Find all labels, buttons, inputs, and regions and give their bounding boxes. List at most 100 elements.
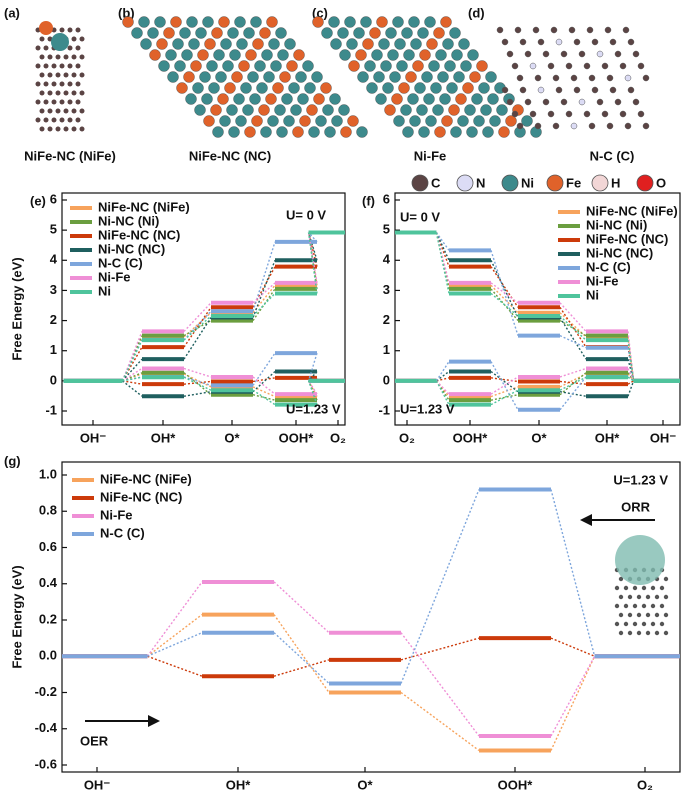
atom xyxy=(400,104,412,116)
atom xyxy=(149,49,161,61)
atom xyxy=(277,49,289,61)
atom xyxy=(565,62,573,70)
atom-legend-swatch xyxy=(501,174,519,192)
connector xyxy=(252,288,276,321)
atom-legend-label: C xyxy=(431,175,441,190)
connector xyxy=(435,232,450,261)
connector xyxy=(308,380,318,395)
atom xyxy=(170,16,182,28)
atom xyxy=(529,110,537,118)
atom xyxy=(43,63,49,69)
atom xyxy=(421,71,433,83)
annotation: ORR xyxy=(621,499,651,514)
atom xyxy=(435,49,447,61)
x-tick-label: OH⁻ xyxy=(80,430,107,445)
atom xyxy=(642,122,650,130)
atom xyxy=(619,110,627,118)
atom xyxy=(542,98,550,106)
atom xyxy=(632,98,640,106)
atom xyxy=(284,38,296,50)
connector xyxy=(436,377,450,382)
atom xyxy=(35,117,41,123)
atom xyxy=(480,104,492,116)
atom xyxy=(439,93,451,105)
connector xyxy=(273,614,330,693)
atom xyxy=(265,93,277,105)
connector xyxy=(490,370,519,393)
atom xyxy=(163,27,175,39)
connector xyxy=(252,260,276,318)
atom xyxy=(156,38,168,50)
atom xyxy=(650,621,656,627)
atom xyxy=(39,54,45,60)
atom xyxy=(254,60,266,72)
atom xyxy=(382,82,394,94)
atom xyxy=(39,36,45,42)
atom xyxy=(79,126,85,132)
atom xyxy=(466,126,478,138)
atom xyxy=(158,60,170,72)
atom xyxy=(295,71,307,83)
y-tick-label: 3 xyxy=(383,282,390,297)
atom xyxy=(573,38,581,46)
atom xyxy=(496,26,504,34)
atom xyxy=(59,117,65,123)
atom xyxy=(601,62,609,70)
atom xyxy=(308,126,320,138)
atom xyxy=(217,93,229,105)
atom xyxy=(63,90,69,96)
atom xyxy=(537,86,545,94)
atom xyxy=(176,82,188,94)
legend-label: NiFe-NC (NC) xyxy=(586,231,668,246)
atom xyxy=(426,38,438,50)
connector xyxy=(559,376,587,411)
y-tick-label: 0.6 xyxy=(39,539,57,554)
atom xyxy=(362,38,374,50)
atom xyxy=(39,108,45,114)
connector xyxy=(435,232,450,284)
y-tick-label: 0.8 xyxy=(39,503,57,518)
y-tick-label: 0.0 xyxy=(39,648,57,663)
atom xyxy=(63,54,69,60)
atom xyxy=(244,126,256,138)
connector xyxy=(121,331,143,382)
annotation: U=1.23 V xyxy=(400,401,455,416)
x-tick-label: O₂ xyxy=(637,777,653,792)
atom xyxy=(403,49,415,61)
atom xyxy=(47,72,53,78)
atom xyxy=(623,621,629,627)
legend-label: N-C (C) xyxy=(98,255,143,270)
atom xyxy=(570,122,578,130)
atom xyxy=(59,81,65,87)
atom xyxy=(224,82,236,94)
legend-label: Ni-Fe xyxy=(586,273,619,288)
y-tick-label: 0.4 xyxy=(39,575,58,590)
atom xyxy=(434,126,446,138)
atom xyxy=(511,62,519,70)
atom xyxy=(542,50,550,58)
atom xyxy=(292,126,304,138)
atom xyxy=(606,74,614,82)
atom xyxy=(614,50,622,58)
atom xyxy=(663,612,669,618)
atom xyxy=(371,49,383,61)
atom-legend-label: H xyxy=(611,175,620,190)
atom xyxy=(247,71,259,83)
atom xyxy=(39,126,45,132)
atom xyxy=(568,26,576,34)
atom xyxy=(560,98,568,106)
connector xyxy=(400,637,480,661)
atom xyxy=(519,38,527,46)
connector xyxy=(559,367,587,378)
connector xyxy=(307,352,318,382)
atom xyxy=(35,99,41,105)
atom xyxy=(218,16,230,28)
atom-legend-swatch xyxy=(411,174,429,192)
connector xyxy=(183,310,212,341)
atom xyxy=(55,108,61,114)
atom xyxy=(267,115,279,127)
atom xyxy=(67,27,73,33)
atom xyxy=(489,115,501,127)
atom xyxy=(618,612,624,618)
atom xyxy=(340,126,352,138)
